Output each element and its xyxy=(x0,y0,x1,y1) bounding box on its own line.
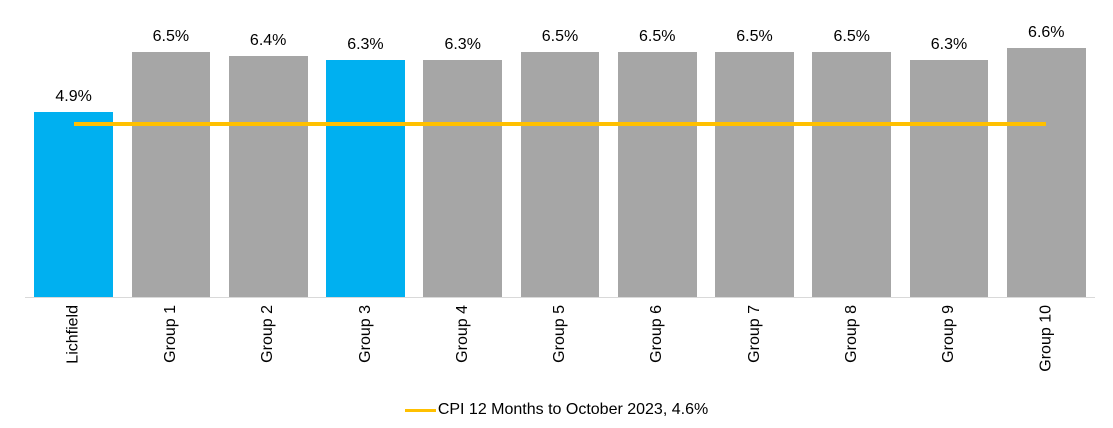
bar-slot: 6.3% xyxy=(414,10,511,297)
bar-group-9 xyxy=(909,59,989,297)
x-axis-label: Group 2 xyxy=(259,305,277,363)
bar-slot: 6.6% xyxy=(998,10,1095,297)
bar-value-label: 6.3% xyxy=(930,35,968,53)
bar-group-7 xyxy=(715,51,794,297)
bar-slot: 6.5% xyxy=(511,10,608,297)
bar-group-4 xyxy=(423,59,503,297)
bar-slot: 6.5% xyxy=(122,10,219,297)
bar-group-1 xyxy=(131,51,211,297)
x-axis-label: Group 10 xyxy=(1037,305,1055,372)
x-axis-label: Group 7 xyxy=(745,305,763,363)
x-axis-label: Group 3 xyxy=(356,305,374,363)
plot-area: 4.9% 6.5% 6.4% 6.3% 6.3% 6.5% 6.5% 6.5% 6.5% 6.3%… xyxy=(25,10,1095,298)
bar-slot: 6.5% xyxy=(706,10,803,297)
bar-value-label: 4.9% xyxy=(55,88,92,106)
bar-value-label: 6.5% xyxy=(152,27,190,45)
bar-value-label: 6.5% xyxy=(541,27,579,45)
x-axis-label: Group 1 xyxy=(161,305,179,363)
bar-value-label: 6.4% xyxy=(249,31,287,49)
bar-group-2 xyxy=(228,55,308,297)
bar-group-6 xyxy=(617,51,697,297)
x-axis-label: Group 6 xyxy=(648,305,666,363)
bar-lichfield xyxy=(34,112,114,297)
bar-slot: 4.9% xyxy=(25,10,122,297)
bar-value-label: 6.5% xyxy=(833,27,870,45)
bar-group-5 xyxy=(520,51,600,297)
bar-slot: 6.3% xyxy=(900,10,997,297)
legend: CPI 12 Months to October 2023, 4.6% xyxy=(0,401,1113,419)
x-axis-label: Group 9 xyxy=(940,305,958,363)
x-axis-label: Group 8 xyxy=(842,305,860,363)
bar-slot: 6.3% xyxy=(317,10,414,297)
bar-value-label: 6.3% xyxy=(444,35,481,53)
bar-slot: 6.5% xyxy=(609,10,706,297)
bar-group-3 xyxy=(326,59,405,297)
x-axis-label: Group 4 xyxy=(453,305,471,363)
x-axis: Lichfield Group 1 Group 2 Group 3 Group 4 Gro… xyxy=(25,298,1095,390)
bar-slot: 6.4% xyxy=(220,10,317,297)
bar-value-label: 6.5% xyxy=(638,27,676,45)
bar-group-8 xyxy=(812,51,892,297)
x-axis-label: Lichfield xyxy=(64,305,82,364)
bar-group-10 xyxy=(1006,48,1086,297)
bar-value-label: 6.6% xyxy=(1028,24,1065,42)
bar-slot: 6.5% xyxy=(803,10,900,297)
bar-value-label: 6.5% xyxy=(736,27,773,45)
bar-series: 4.9% 6.5% 6.4% 6.3% 6.3% 6.5% 6.5% 6.5% 6.5% 6.3%… xyxy=(25,10,1095,297)
legend-label: CPI 12 Months to October 2023, 4.6% xyxy=(437,401,709,418)
cpi-reference-line xyxy=(73,121,1047,126)
x-axis-label: Group 5 xyxy=(550,305,568,363)
bar-value-label: 6.3% xyxy=(347,35,384,53)
legend-line-swatch xyxy=(404,408,436,412)
